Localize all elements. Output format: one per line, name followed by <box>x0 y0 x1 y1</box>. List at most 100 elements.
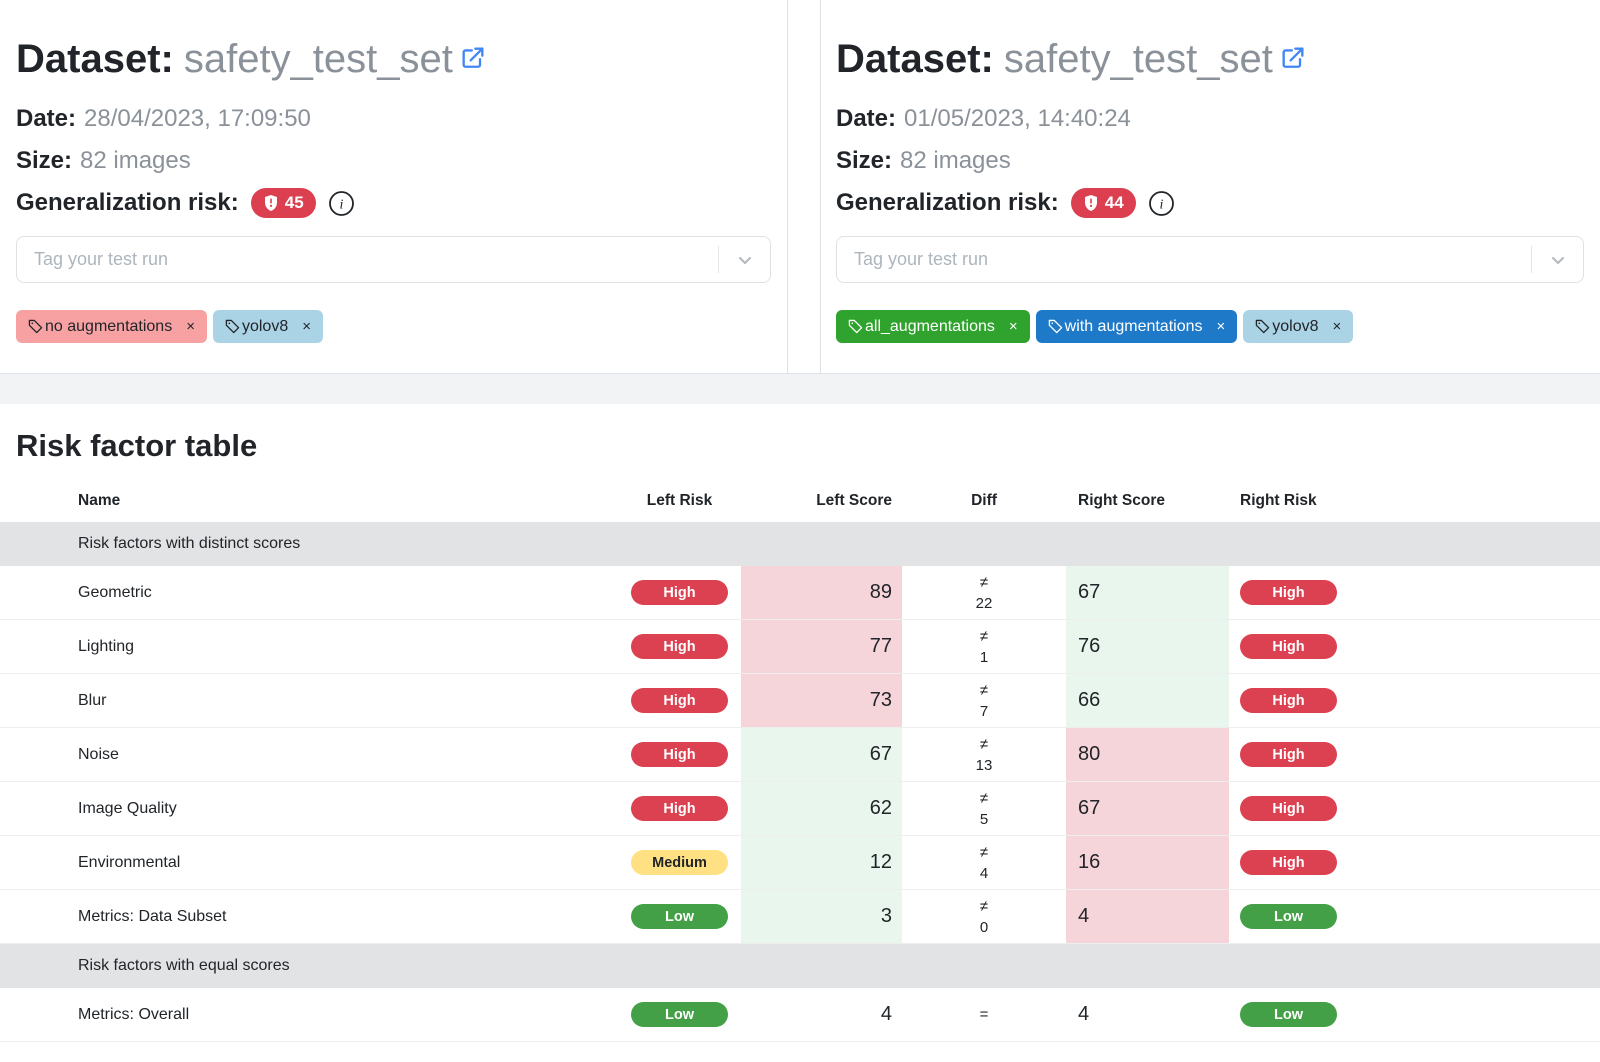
risk-factor-table-section: Risk factor table Name Left Risk Left Sc… <box>0 404 1600 1062</box>
dataset-label: Dataset: <box>836 37 994 81</box>
diff-symbol: = <box>979 1006 989 1023</box>
diff-cell: ≠ 1 <box>902 620 1066 673</box>
left-risk-badge: Medium <box>631 850 728 875</box>
tag-chip: yolov8 × <box>212 310 323 343</box>
column-header-diff: Diff <box>971 492 997 509</box>
right-score-value: 16 <box>1078 851 1101 873</box>
diff-symbol: ≠ <box>979 627 989 645</box>
chevron-down-icon[interactable] <box>719 252 770 268</box>
table-row: Image Quality High 62 ≠ 5 67 High <box>0 782 1600 836</box>
date-label: Date: <box>16 105 77 132</box>
diff-value: 4 <box>979 864 989 882</box>
diff-symbol: ≠ <box>979 843 989 861</box>
tag-icon <box>1255 319 1272 334</box>
remove-tag-button[interactable]: × <box>1332 318 1342 335</box>
diff-value: 0 <box>979 918 989 936</box>
svg-text:i: i <box>339 197 343 212</box>
right-risk-badge: High <box>1240 580 1337 605</box>
size-label: Size: <box>16 147 73 174</box>
risk-table-header: Name Left Risk Left Score Diff Right Sco… <box>0 480 1600 522</box>
risk-factor-name: Lighting <box>78 637 135 655</box>
right-risk-badge: High <box>1240 634 1337 659</box>
diff-cell: = <box>902 988 1066 1041</box>
info-icon[interactable]: i <box>1148 190 1175 217</box>
right-risk-badge: High <box>1240 688 1337 713</box>
right-risk-badge: High <box>1240 796 1337 821</box>
date-value: 01/05/2023, 14:40:24 <box>904 105 1131 132</box>
tag-label: with augmentations <box>1064 317 1203 335</box>
right-dataset-panel: Dataset: safety_test_set Date: 01/05/202… <box>820 0 1600 373</box>
size-row: Size: 82 images <box>16 146 771 176</box>
tag-chip: all_augmentations × <box>836 310 1030 343</box>
generalization-risk-label: Generalization risk: <box>836 189 1059 216</box>
left-score-value: 89 <box>869 581 892 603</box>
risk-table-title: Risk factor table <box>16 428 258 463</box>
risk-factor-name: Metrics: Overall <box>78 1005 190 1023</box>
column-header-left-risk: Left Risk <box>646 492 713 509</box>
size-value: 82 images <box>900 147 1011 174</box>
diff-value: 7 <box>979 702 989 720</box>
diff-symbol: ≠ <box>979 735 989 753</box>
tag-input[interactable] <box>17 237 718 282</box>
left-risk-badge: High <box>631 688 728 713</box>
left-dataset-panel: Dataset: safety_test_set Date: 28/04/202… <box>0 0 788 373</box>
tag-input[interactable] <box>837 237 1531 282</box>
diff-symbol: ≠ <box>979 897 989 915</box>
tag-label: yolov8 <box>1272 317 1319 335</box>
comparison-header: Dataset: safety_test_set Date: 28/04/202… <box>0 0 1600 374</box>
tag-list: all_augmentations × with augmentations ×… <box>836 310 1584 343</box>
remove-tag-button[interactable]: × <box>1216 318 1226 335</box>
input-divider <box>718 246 719 273</box>
column-header-right-risk: Right Risk <box>1240 492 1317 509</box>
diff-cell: ≠ 0 <box>902 890 1066 943</box>
table-section-label: Risk factors with equal scores <box>78 957 290 974</box>
diff-cell: ≠ 13 <box>902 728 1066 781</box>
tag-chip: yolov8 × <box>1243 310 1354 343</box>
right-score-value: 76 <box>1078 635 1101 657</box>
date-row: Date: 28/04/2023, 17:09:50 <box>16 104 771 134</box>
remove-tag-button[interactable]: × <box>1008 318 1018 335</box>
size-value: 82 images <box>80 147 191 174</box>
right-score-value: 80 <box>1078 743 1101 765</box>
right-score-value: 4 <box>1078 905 1090 927</box>
date-label: Date: <box>836 105 897 132</box>
left-score-value: 62 <box>869 797 892 819</box>
risk-score: 45 <box>284 193 304 212</box>
column-header-left-score: Left Score <box>816 492 892 509</box>
table-row: Noise High 67 ≠ 13 80 High <box>0 728 1600 782</box>
risk-factor-name: Metrics: Data Subset <box>78 907 227 925</box>
info-icon[interactable]: i <box>328 190 355 217</box>
risk-score: 44 <box>1104 193 1124 212</box>
diff-symbol: ≠ <box>979 681 989 699</box>
remove-tag-button[interactable]: × <box>302 318 311 335</box>
right-score-value: 67 <box>1078 581 1101 603</box>
table-row: Lighting High 77 ≠ 1 76 High <box>0 620 1600 674</box>
dataset-name: safety_test_set <box>183 37 453 81</box>
external-link-icon[interactable] <box>1279 44 1307 72</box>
tag-label: no augmentations <box>45 317 173 335</box>
shield-exclamation-icon <box>263 195 279 211</box>
left-score-value: 12 <box>869 851 892 873</box>
tag-chip: with augmentations × <box>1035 310 1238 343</box>
tag-label: yolov8 <box>241 317 289 335</box>
dataset-heading: Dataset: safety_test_set <box>836 38 1584 80</box>
risk-table-body: Risk factors with distinct scores Geomet… <box>0 522 1600 1042</box>
tag-icon <box>848 319 865 334</box>
tag-icon <box>1048 319 1065 334</box>
table-row: Metrics: Data Subset Low 3 ≠ 0 4 Low <box>0 890 1600 944</box>
left-risk-badge: High <box>631 634 728 659</box>
diff-cell: ≠ 5 <box>902 782 1066 835</box>
external-link-icon[interactable] <box>459 44 487 72</box>
diff-cell: ≠ 4 <box>902 836 1066 889</box>
tag-icon <box>225 319 242 334</box>
chevron-down-icon[interactable] <box>1532 252 1583 268</box>
date-value: 28/04/2023, 17:09:50 <box>84 105 311 132</box>
table-row: Environmental Medium 12 ≠ 4 16 High <box>0 836 1600 890</box>
remove-tag-button[interactable]: × <box>186 318 195 335</box>
input-divider <box>1531 246 1532 273</box>
page-gap <box>0 374 1600 404</box>
generalization-risk-badge: 44 <box>1070 188 1136 218</box>
table-section-band: Risk factors with distinct scores <box>0 522 1600 566</box>
right-risk-badge: High <box>1240 742 1337 767</box>
left-score-value: 73 <box>869 689 892 711</box>
